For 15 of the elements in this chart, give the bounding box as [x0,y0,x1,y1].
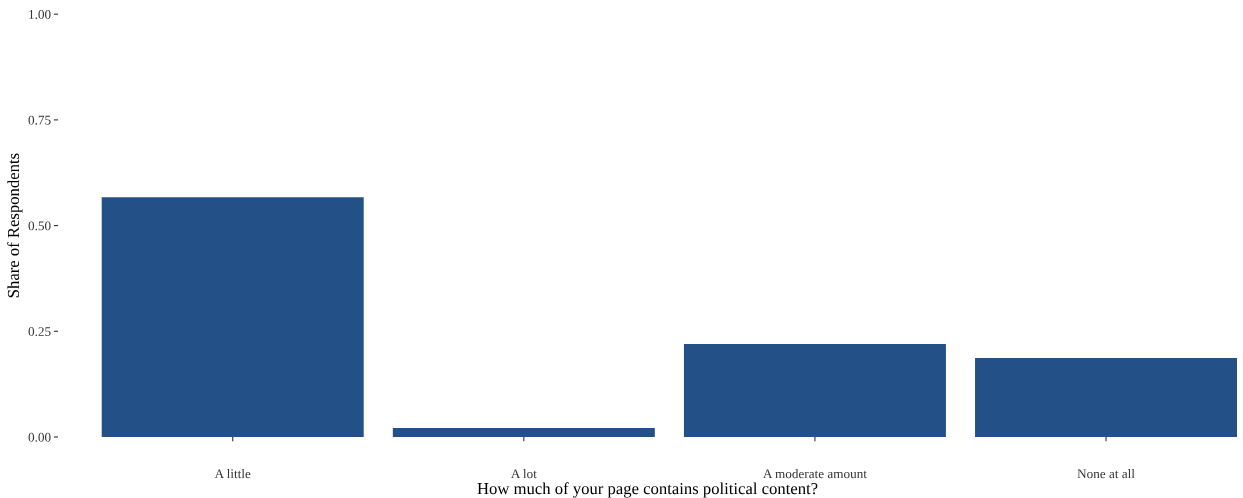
x-tick-label: A moderate amount [763,468,867,479]
bar [683,343,946,437]
y-tick-label: 0.75 [28,115,51,125]
y-tick-label: 1.00 [29,10,51,19]
bar [101,197,364,437]
y-axis-title: Share of Respondents [7,153,23,298]
y-tick-label: 0.00 [28,432,51,442]
y-tick-label: 0.50 [28,221,51,231]
x-axis-title: How much of your page contains political content? [477,482,818,498]
bar [975,357,1238,437]
x-tick-label: A lot [510,468,537,479]
y-tick-label: 0.25 [28,327,51,337]
x-tick-label: None at all [1077,468,1135,479]
bar [392,428,655,437]
x-tick-label: A little [214,468,251,479]
